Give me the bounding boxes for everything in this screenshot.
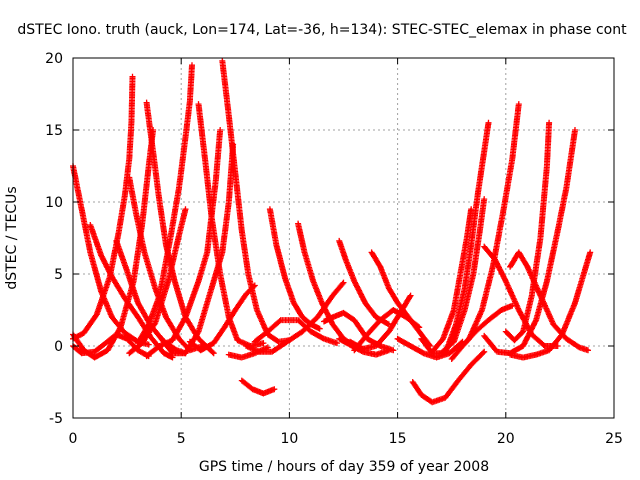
x-tick-label: 15 <box>389 431 407 447</box>
grid <box>73 58 614 418</box>
y-tick-label: 15 <box>45 123 63 139</box>
arc-markers <box>195 101 267 349</box>
y-axis-ticks: -5 0 5 10 15 20 <box>45 51 614 427</box>
arc-27 <box>347 292 414 352</box>
arc-29 <box>409 348 488 406</box>
arc-markers <box>481 127 578 357</box>
arc-22 <box>321 309 397 354</box>
arc-markers <box>219 57 293 345</box>
x-tick-label: 0 <box>69 431 78 447</box>
plot-frame <box>72 57 615 419</box>
x-tick-label: 25 <box>605 431 623 447</box>
arc-20 <box>251 317 340 347</box>
arc-markers <box>347 292 414 352</box>
arc-markers <box>429 206 475 355</box>
x-tick-label: 20 <box>497 431 515 447</box>
x-axis-ticks: 0 5 10 15 20 25 <box>69 58 623 447</box>
arc-markers <box>238 377 278 397</box>
arc-34 <box>448 302 516 362</box>
y-tick-label: 10 <box>45 195 63 211</box>
arc-markers <box>126 206 189 357</box>
y-tick-label: 0 <box>54 339 63 355</box>
arc-markers <box>243 279 347 355</box>
arc-14 <box>219 57 293 345</box>
y-tick-label: 20 <box>45 51 63 67</box>
x-tick-label: 5 <box>177 431 186 447</box>
arc-9 <box>134 62 195 347</box>
arc-12 <box>158 141 237 357</box>
arc-markers <box>448 302 516 362</box>
arc-21 <box>243 279 347 355</box>
arc-markers <box>295 220 358 349</box>
arc-13 <box>195 101 267 349</box>
arc-markers <box>321 309 397 354</box>
arc-32 <box>437 196 488 357</box>
arc-31 <box>429 206 475 355</box>
arc-19 <box>295 220 358 349</box>
arc-36 <box>481 127 578 357</box>
arc-10 <box>126 206 189 357</box>
x-axis-label: GPS time / hours of day 359 of year 2008 <box>199 459 489 475</box>
arc-markers <box>251 317 340 347</box>
arc-39 <box>507 249 594 361</box>
arc-15 <box>186 282 258 354</box>
y-axis-label: dSTEC / TECUs <box>4 186 20 289</box>
arc-markers <box>134 62 195 347</box>
arc-markers <box>409 348 488 406</box>
x-tick-label: 10 <box>280 431 298 447</box>
chart-title: dSTEC Iono. truth (auck, Lon=174, Lat=-3… <box>17 22 627 38</box>
arc-markers <box>437 196 488 357</box>
y-tick-label: 5 <box>54 267 63 283</box>
arc-markers <box>507 249 594 361</box>
arc-17 <box>238 377 278 397</box>
arc-markers <box>158 141 237 357</box>
y-tick-label: -5 <box>49 411 63 427</box>
arc-markers <box>186 282 258 354</box>
